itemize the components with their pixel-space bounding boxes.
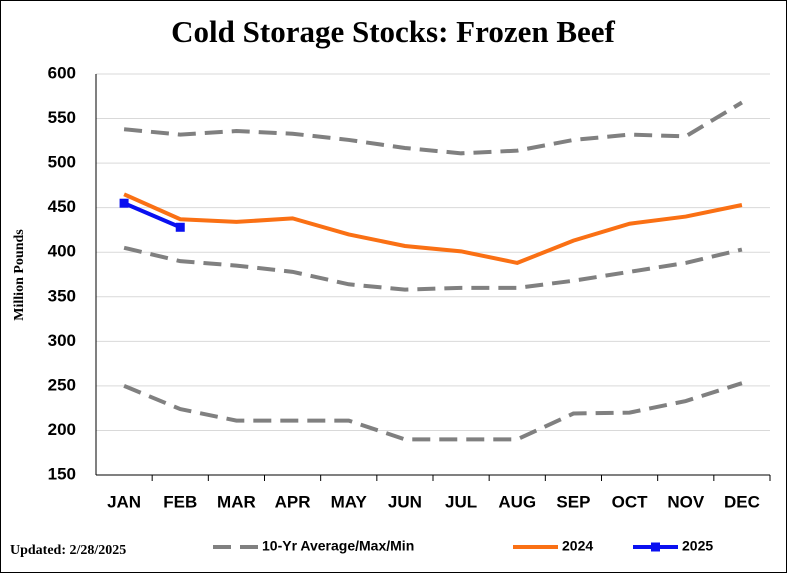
series-line — [123, 201, 182, 230]
y-tick-label: 550 — [48, 108, 76, 127]
x-tick-label: JAN — [107, 492, 141, 511]
y-tick-label: 400 — [48, 242, 76, 261]
y-axis-label: Million Pounds — [12, 229, 27, 321]
x-tick-label: DEC — [724, 492, 760, 511]
legend-marker — [651, 542, 660, 552]
y-tick-label: 450 — [48, 197, 76, 216]
x-tick-label: SEP — [556, 492, 590, 511]
x-tick-label: FEB — [163, 492, 197, 511]
legend-label: 10-Yr Average/Max/Min — [262, 538, 414, 554]
x-tick-label: AUG — [498, 492, 536, 511]
chart-title: Cold Storage Stocks: Frozen Beef — [171, 14, 615, 49]
y-tick-label: 300 — [48, 331, 76, 350]
x-tick-label: APR — [275, 492, 311, 511]
y-tick-label: 200 — [48, 420, 76, 439]
x-tick-label: JUL — [445, 492, 477, 511]
y-tick-label: 350 — [48, 286, 76, 305]
legend-label: 2025 — [682, 538, 713, 554]
annotation: Updated: 2/28/2025 — [10, 543, 126, 558]
y-tick-label: 250 — [48, 375, 76, 394]
x-tick-label: OCT — [612, 492, 649, 511]
series-line — [123, 381, 743, 442]
series-line — [123, 100, 743, 156]
x-tick-label: MAR — [217, 492, 256, 511]
series-line — [123, 192, 743, 265]
series-line — [123, 245, 743, 292]
y-tick-label: 500 — [48, 153, 76, 172]
marker — [119, 198, 129, 208]
marker — [175, 222, 185, 232]
x-tick-label: NOV — [667, 492, 705, 511]
x-tick-label: JUN — [388, 492, 422, 511]
x-tick-label: MAY — [331, 492, 368, 511]
legend-label: 2024 — [562, 538, 593, 554]
y-tick-label: 150 — [48, 464, 76, 483]
y-tick-label: 600 — [48, 63, 76, 82]
